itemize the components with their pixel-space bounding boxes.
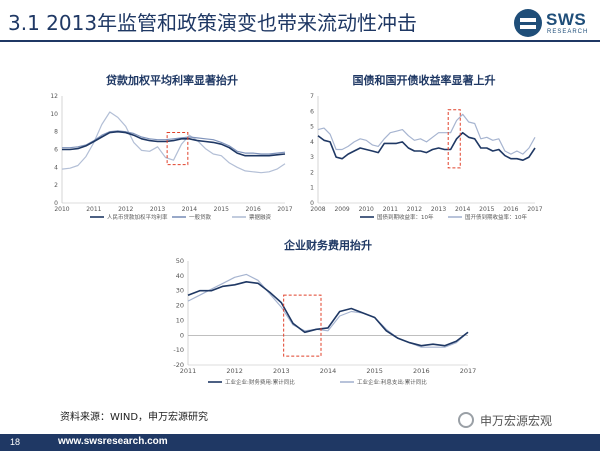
series-line-0 [62, 130, 286, 157]
y-tick-label: 2 [54, 182, 58, 189]
y-tick-label: -10 [173, 346, 184, 354]
x-tick-label: 2013 [273, 367, 290, 375]
x-tick-label: 2012 [118, 206, 133, 213]
x-tick-label: 2011 [180, 367, 197, 375]
x-tick-label: 2014 [455, 206, 470, 213]
legend-label: 工业企业:利息支出:累计同比 [357, 378, 427, 386]
sws-logo-icon [514, 9, 542, 37]
y-tick-label: 10 [176, 316, 184, 324]
x-tick-label: 2011 [86, 206, 101, 213]
x-tick-label: 2016 [246, 206, 261, 213]
logo-text: SWS [546, 10, 587, 29]
y-tick-label: 40 [176, 272, 184, 280]
series-line-0 [187, 280, 469, 347]
footer-bar [0, 434, 600, 451]
y-tick-label: 0 [310, 200, 314, 207]
x-tick-label: 2014 [320, 367, 337, 375]
y-tick-label: 1 [310, 185, 314, 192]
highlight-box [447, 109, 461, 169]
chart-title: 国债和国开债收益率显著上升 [353, 73, 496, 87]
y-tick-label: 2 [310, 169, 314, 176]
x-tick-label: 2015 [479, 206, 494, 213]
x-tick-label: 2013 [150, 206, 165, 213]
title-rule [0, 40, 600, 42]
slide-title: 3.1 2013年监管和政策演变也带来流动性冲击 [8, 11, 418, 35]
y-tick-label: 10 [50, 111, 58, 118]
watermark-text: 申万宏源宏观 [480, 414, 553, 428]
footer-url[interactable]: www.swsresearch.com [58, 436, 168, 447]
x-tick-label: 2009 [334, 206, 349, 213]
page-number: 18 [10, 437, 21, 447]
x-tick-label: 2015 [214, 206, 229, 213]
y-tick-label: 5 [310, 124, 314, 131]
series-line-1 [187, 273, 469, 348]
y-tick-label: 6 [310, 108, 314, 115]
y-tick-label: 20 [176, 302, 184, 310]
x-tick-label: 2017 [527, 206, 542, 213]
x-tick-label: 2008 [310, 206, 325, 213]
y-tick-label: 8 [54, 129, 58, 136]
y-tick-label: 50 [176, 257, 184, 265]
x-tick-label: 2016 [413, 367, 430, 375]
y-tick-label: 3 [310, 154, 314, 161]
highlight-box [283, 294, 322, 357]
chart-title: 贷款加权平均利率显著抬升 [106, 73, 238, 87]
y-tick-label: 4 [310, 139, 314, 146]
series-line-1 [62, 130, 286, 155]
x-tick-label: 2013 [431, 206, 446, 213]
x-tick-label: 2010 [359, 206, 374, 213]
highlight-box [166, 132, 189, 166]
x-tick-label: 2012 [226, 367, 243, 375]
series-line-2 [61, 111, 286, 174]
legend-label: 工业企业:财务费用:累计同比 [225, 378, 295, 386]
y-tick-label: -20 [173, 361, 184, 369]
series-line-0 [317, 131, 536, 161]
y-tick-label: 4 [54, 164, 58, 171]
legend-label: 国债到期收益率：10年 [377, 213, 434, 221]
x-tick-label: 2016 [503, 206, 518, 213]
x-tick-label: 2015 [366, 367, 383, 375]
wechat-watermark: 申万宏源宏观 [458, 410, 598, 432]
legend-label: 国开债到期收益率：10年 [465, 213, 527, 221]
legend-label: 一般贷款 [189, 213, 212, 221]
chart-finance-expense: 企业财务费用抬升 -20 -10 0 10 20 30 40 50 2011 2012 2013 201… [173, 238, 477, 386]
y-tick-label: 30 [176, 287, 184, 295]
x-tick-label: 2010 [54, 206, 69, 213]
x-tick-label: 2011 [383, 206, 398, 213]
y-tick-label: 12 [50, 93, 58, 100]
series-line-1 [317, 113, 536, 155]
legend-label: 票据融资 [249, 213, 272, 221]
y-tick-label: 7 [310, 93, 314, 100]
y-tick-label: 0 [180, 331, 184, 339]
chart-loan-rate: 贷款加权平均利率显著抬升 0 2 4 6 8 10 12 2010 2011 2012 2013 201… [50, 73, 292, 221]
y-tick-label: 0 [54, 200, 58, 207]
source-note: 资料来源：WIND，申万宏源研究 [60, 412, 209, 423]
x-tick-label: 2012 [407, 206, 422, 213]
y-tick-label: 6 [54, 147, 58, 154]
chart-title: 企业财务费用抬升 [283, 238, 372, 252]
logo-subtext: RESEARCH [547, 29, 589, 35]
sws-logo: SWS RESEARCH [514, 9, 592, 39]
legend-label: 人民币贷款加权平均利率 [107, 213, 168, 221]
x-tick-label: 2017 [277, 206, 292, 213]
x-tick-label: 2014 [182, 206, 197, 213]
chart-bond-yield: 国债和国开债收益率显著上升 0 1 2 3 4 5 6 7 2008 2009 2010 2011 201… [310, 73, 543, 221]
wechat-icon [458, 412, 474, 428]
x-tick-label: 2017 [460, 367, 477, 375]
